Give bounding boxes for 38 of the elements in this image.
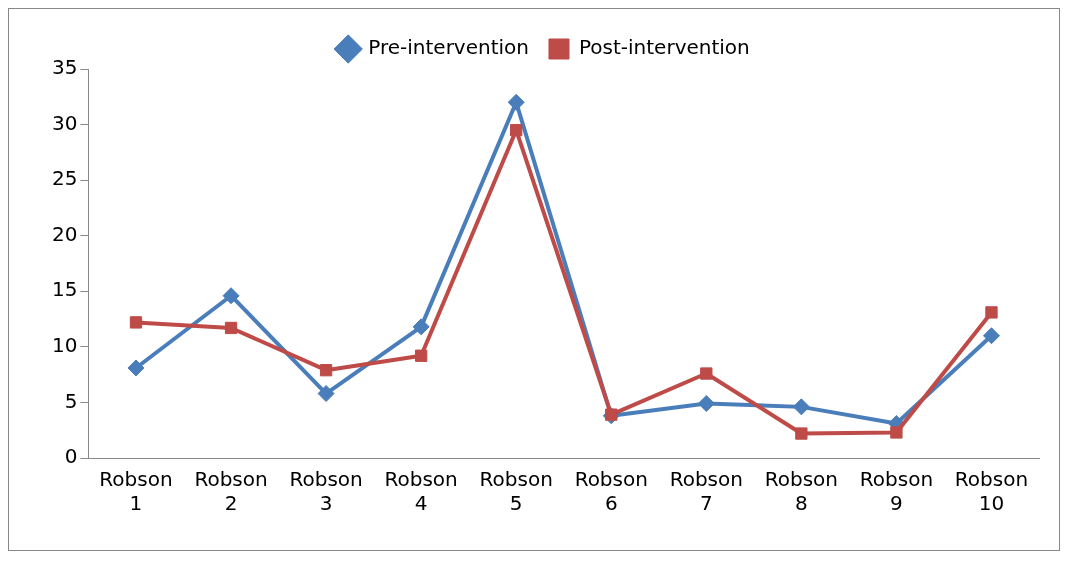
point — [985, 306, 998, 319]
point — [510, 123, 523, 137]
point — [890, 426, 903, 439]
point — [129, 316, 143, 329]
point — [319, 364, 333, 377]
y-tick-label: 5 — [64, 388, 78, 413]
point — [414, 349, 428, 362]
point — [697, 395, 715, 413]
x-tick-label: Robson 10 — [954, 467, 1029, 516]
point — [222, 287, 240, 305]
legend-label: Post-intervention — [578, 35, 750, 60]
x-tick-label: Robson 5 — [479, 467, 553, 516]
point — [982, 327, 1000, 345]
point — [317, 385, 335, 403]
x-tick-label: Robson 4 — [384, 467, 458, 516]
x-tick-label: Robson 6 — [574, 467, 648, 516]
y-tick-label: 10 — [52, 333, 78, 358]
legend-label: Pre-intervention — [368, 35, 529, 60]
y-tick-label: 20 — [52, 221, 78, 246]
point — [795, 427, 808, 440]
point — [224, 321, 238, 335]
y-tick-label: 35 — [52, 55, 78, 80]
x-tick-label: Robson 7 — [669, 467, 743, 516]
y-tick-label: 25 — [52, 166, 78, 191]
y-tick-label: 15 — [52, 277, 78, 302]
point — [605, 408, 618, 421]
x-tick-label: Robson 9 — [859, 467, 934, 516]
y-tick-label: 30 — [52, 110, 78, 135]
x-tick-label: Robson 3 — [289, 467, 363, 516]
point — [700, 367, 713, 380]
x-tick-label: Robson 2 — [194, 467, 268, 516]
point — [792, 398, 810, 416]
point — [412, 318, 430, 336]
point — [127, 359, 145, 377]
point — [507, 93, 525, 111]
x-tick-label: Robson 8 — [764, 467, 838, 516]
x-tick-label: Robson 1 — [99, 467, 173, 516]
y-tick-label: 0 — [64, 444, 78, 469]
